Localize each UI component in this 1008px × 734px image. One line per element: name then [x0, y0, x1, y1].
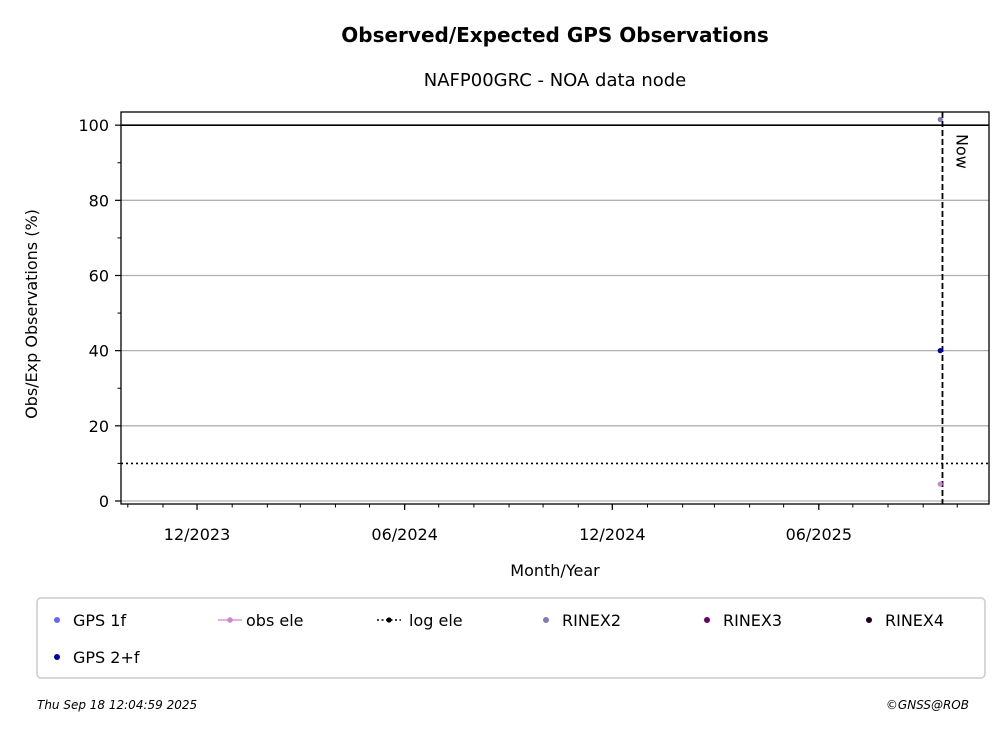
legend-label: GPS 2+f — [73, 648, 140, 667]
x-axis-label: Month/Year — [510, 561, 600, 580]
legend-label: RINEX2 — [562, 611, 621, 630]
data-point — [937, 348, 943, 354]
legend-item: RINEX4 — [866, 611, 944, 630]
legend-marker — [543, 617, 549, 623]
legend-label: log ele — [409, 611, 463, 630]
x-tick-label: 06/2024 — [371, 525, 437, 544]
footer-credit: ©GNSS@ROB — [886, 698, 969, 712]
legend-item: RINEX2 — [543, 611, 621, 630]
legend-marker — [866, 617, 872, 623]
y-tick-label: 60 — [89, 266, 109, 285]
y-axis-ticks: 0 20 40 60 80 100 — [78, 116, 121, 511]
legend-marker — [704, 617, 710, 623]
legend-frame — [36, 597, 986, 679]
data-point — [937, 116, 943, 123]
legend-label: GPS 1f — [73, 611, 126, 630]
y-tick-label: 40 — [89, 342, 109, 361]
chart-subtitle: NAFP00GRC - NOA data node — [424, 70, 687, 91]
legend-marker — [54, 654, 60, 660]
legend-marker — [227, 617, 233, 623]
grid-lines — [121, 124, 989, 502]
x-axis-ticks: 12/2023 06/2024 12/2024 06/2025 — [127, 504, 958, 544]
reference-lines: Now — [121, 112, 989, 504]
x-tick-label: 06/2025 — [786, 525, 852, 544]
data-point — [937, 481, 943, 487]
x-tick-label: 12/2024 — [579, 525, 645, 544]
x-tick-label: 12/2023 — [164, 525, 230, 544]
y-tick-label: 0 — [99, 492, 109, 511]
footer-timestamp: Thu Sep 18 12:04:59 2025 — [37, 698, 197, 712]
y-tick-label: 80 — [89, 191, 109, 210]
y-tick-label: 20 — [89, 417, 109, 436]
chart-title: Observed/Expected GPS Observations — [341, 23, 769, 47]
legend-label: obs ele — [246, 611, 304, 630]
now-label: Now — [952, 134, 971, 169]
data-points — [937, 116, 943, 487]
legend-marker — [386, 617, 392, 623]
legend: GPS 1f obs ele log ele RINEX2 RINEX3 RINEX4 GP… — [36, 597, 986, 679]
legend-item: obs ele — [218, 611, 304, 630]
plot-frame — [120, 111, 990, 505]
legend-label: RINEX3 — [723, 611, 782, 630]
legend-item: log ele — [377, 611, 463, 630]
y-tick-label: 100 — [78, 116, 109, 135]
legend-item: RINEX3 — [704, 611, 782, 630]
legend-item: GPS 1f — [54, 611, 126, 630]
legend-item: GPS 2+f — [54, 648, 140, 667]
legend-label: RINEX4 — [885, 611, 944, 630]
y-axis-label: Obs/Exp Observations (%) — [22, 209, 41, 419]
legend-marker — [54, 617, 60, 623]
